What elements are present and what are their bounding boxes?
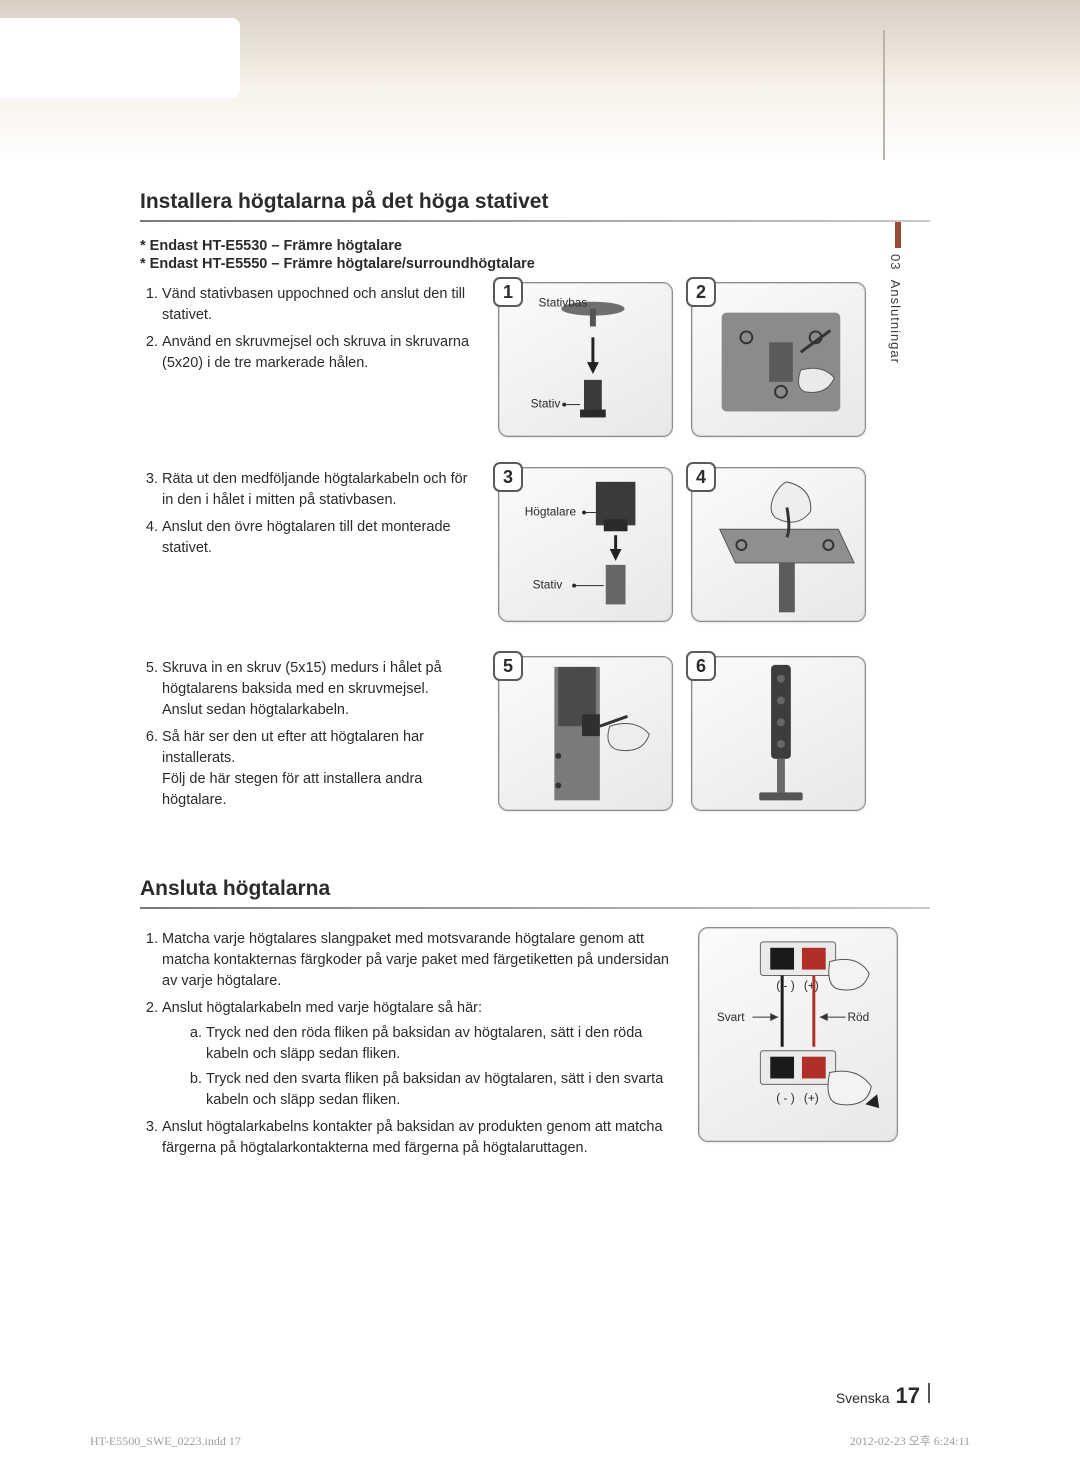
content-area: Installera högtalarna på det höga stativ… xyxy=(140,190,930,1359)
figure-connection: ( - ) (+) Svart Röd xyxy=(698,927,898,1142)
label-plus-top: (+) xyxy=(804,978,819,992)
steps-1-2: Vänd stativbasen uppochned och anslut de… xyxy=(140,282,480,380)
connect-step-2a: Tryck ned den röda fliken på baksidan av… xyxy=(206,1023,680,1065)
step-5: Skruva in en skruv (5x15) medurs i hålet… xyxy=(162,658,470,721)
step-1: Vänd stativbasen uppochned och anslut de… xyxy=(162,284,470,326)
step-2: Använd en skruvmejsel och skruva in skru… xyxy=(162,332,470,374)
section-connect: Ansluta högtalarna Matcha varje högtalar… xyxy=(140,877,930,1165)
steps-5-6: Skruva in en skruv (5x15) medurs i hålet… xyxy=(140,656,480,817)
sheet-edge-line xyxy=(883,30,885,160)
label-stativ-1: Stativ xyxy=(531,397,561,411)
figure-1: 1 Stativbas Stativ xyxy=(498,282,673,437)
label-svart: Svart xyxy=(717,1010,745,1024)
steps-3-4: Räta ut den medföljande högtalarkabeln o… xyxy=(140,467,480,565)
page-footer: Svenska 17 xyxy=(140,1383,930,1409)
figs-5-6: 5 6 xyxy=(498,656,866,811)
figure-6: 6 xyxy=(691,656,866,811)
connect-steps: Matcha varje högtalares slangpaket med m… xyxy=(140,929,680,1159)
heading-install: Installera högtalarna på det höga stativ… xyxy=(140,190,930,214)
step-list-1: Vänd stativbasen uppochned och anslut de… xyxy=(140,284,470,374)
label-stativ-3: Stativ xyxy=(533,578,563,592)
heading-rule xyxy=(140,220,930,222)
step-list-3: Skruva in en skruv (5x15) medurs i hålet… xyxy=(140,658,470,811)
model-note-1: * Endast HT-E5530 – Främre högtalare xyxy=(140,238,930,254)
step-6: Så här ser den ut efter att högtalaren h… xyxy=(162,727,470,811)
figure-5: 5 xyxy=(498,656,673,811)
label-stativbas: Stativbas xyxy=(539,296,588,310)
connect-step-2: Anslut högtalarkabeln med varje högtalar… xyxy=(162,998,680,1111)
figure-5-svg xyxy=(499,657,672,810)
step-list-2: Räta ut den medföljande högtalarkabeln o… xyxy=(140,469,470,559)
label-minus-bottom: ( - ) xyxy=(776,1091,794,1105)
figs-1-2: 1 Stativbas Stativ 2 xyxy=(498,282,866,437)
figs-3-4: 3 Högtalare Stativ xyxy=(498,467,866,622)
figure-6-svg xyxy=(692,657,865,810)
header-white-tab xyxy=(0,18,240,98)
footer-page-number: 17 xyxy=(896,1383,920,1409)
label-minus-top: ( - ) xyxy=(776,978,794,992)
row-1: Vänd stativbasen uppochned och anslut de… xyxy=(140,282,930,437)
heading-rule-2 xyxy=(140,907,930,909)
figure-2-svg xyxy=(692,283,865,436)
connect-step-2b: Tryck ned den svarta fliken på baksidan … xyxy=(206,1069,680,1111)
figure-connection-svg: ( - ) (+) Svart Röd xyxy=(699,928,897,1141)
figure-4-svg xyxy=(692,468,865,621)
label-hogtalare: Högtalare xyxy=(525,504,577,518)
connect-step-1: Matcha varje högtalares slangpaket med m… xyxy=(162,929,680,992)
figure-3-svg: Högtalare Stativ xyxy=(499,468,672,621)
timestamp: 2012-02-23 오후 6:24:11 xyxy=(850,1432,970,1449)
label-rod: Röd xyxy=(847,1010,869,1024)
footer-bar xyxy=(928,1383,930,1403)
heading-connect: Ansluta högtalarna xyxy=(140,877,930,901)
figure-4: 4 xyxy=(691,467,866,622)
connect-substeps: Tryck ned den röda fliken på baksidan av… xyxy=(184,1023,680,1111)
model-note-2: * Endast HT-E5550 – Främre högtalare/sur… xyxy=(140,256,930,272)
footer-lang: Svenska xyxy=(836,1390,890,1406)
row-2: Räta ut den medföljande högtalarkabeln o… xyxy=(140,467,930,622)
figure-3: 3 Högtalare Stativ xyxy=(498,467,673,622)
connect-text: Matcha varje högtalares slangpaket med m… xyxy=(140,927,680,1165)
indd-filename: HT-E5500_SWE_0223.indd 17 xyxy=(90,1434,241,1449)
connect-row: Matcha varje högtalares slangpaket med m… xyxy=(140,927,930,1165)
page: 03 Anslutningar Installera högtalarna på… xyxy=(0,0,1080,1479)
connect-step-3: Anslut högtalarkabelns kontakter på baks… xyxy=(162,1117,680,1159)
step-4: Anslut den övre högtalaren till det mont… xyxy=(162,517,470,559)
row-3: Skruva in en skruv (5x15) medurs i hålet… xyxy=(140,656,930,817)
figure-1-svg: Stativbas Stativ xyxy=(499,283,672,436)
figure-2: 2 xyxy=(691,282,866,437)
label-plus-bottom: (+) xyxy=(804,1091,819,1105)
step-3: Räta ut den medföljande högtalarkabeln o… xyxy=(162,469,470,511)
